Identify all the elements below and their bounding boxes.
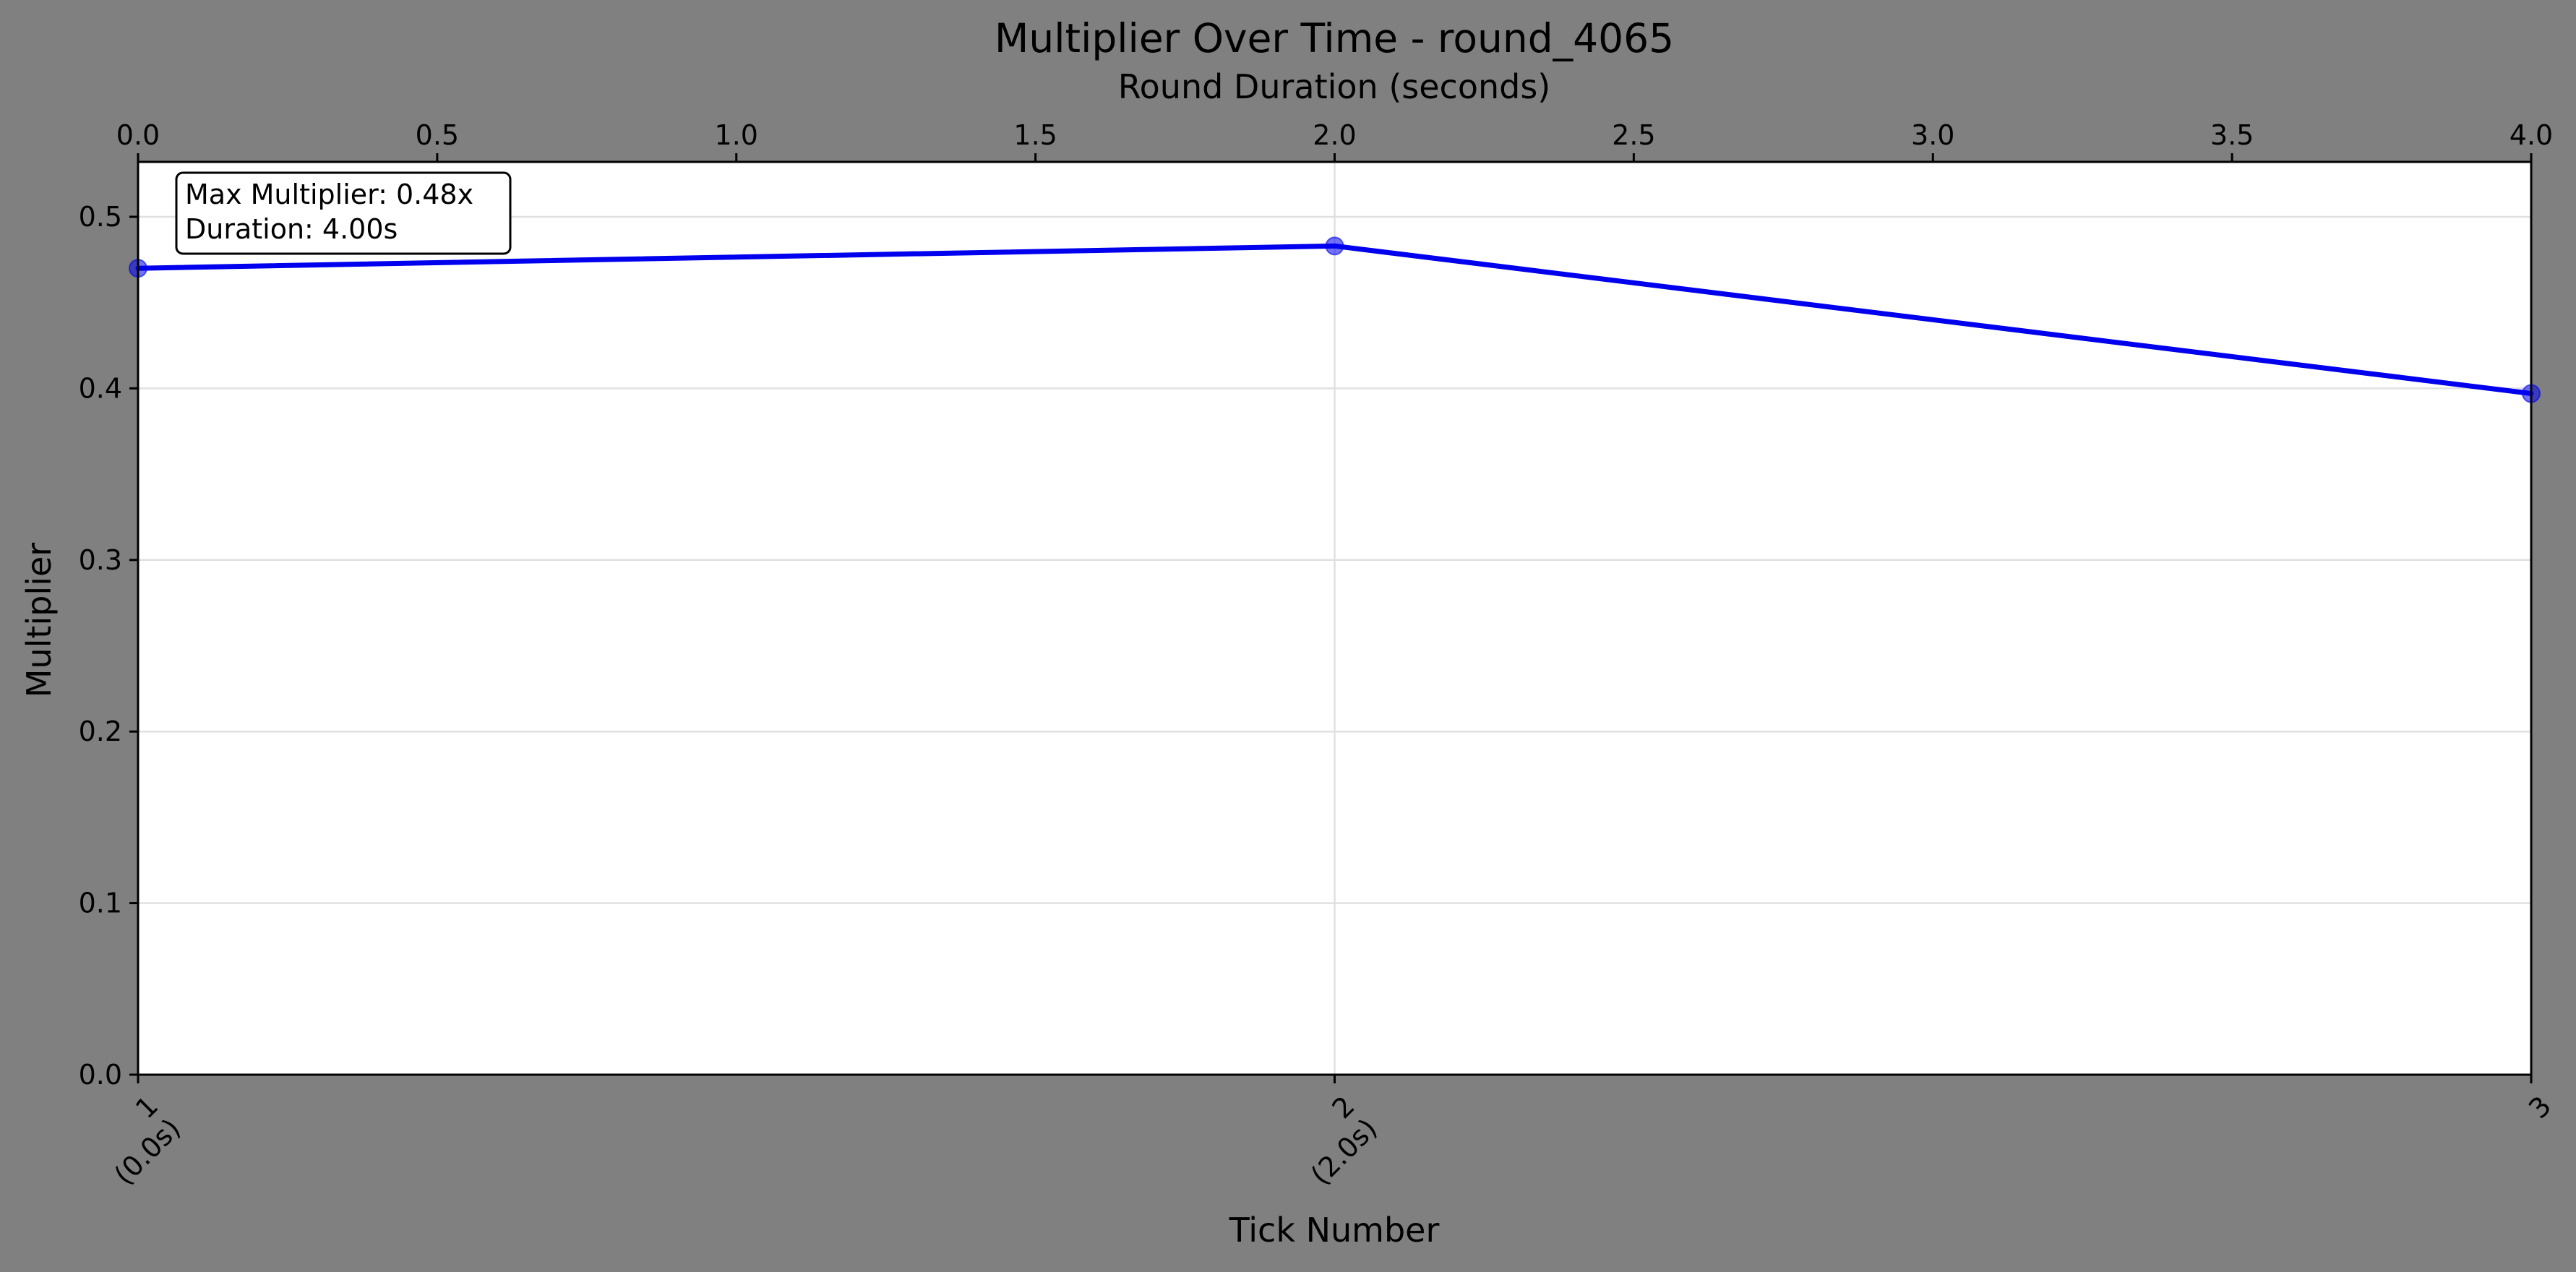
annotation-frame bbox=[175, 171, 512, 255]
y-tick-label: 0.2 bbox=[79, 716, 122, 747]
x-axis-label: Tick Number bbox=[1229, 1211, 1440, 1250]
annotation-box: Max Multiplier: 0.48x Duration: 4.00s bbox=[175, 171, 512, 255]
annotation-max-multiplier: Max Multiplier: 0.48x bbox=[185, 179, 473, 210]
top-tick-label: 4.0 bbox=[2510, 119, 2553, 151]
top-tick-label: 0.5 bbox=[416, 119, 459, 151]
chart-title: Multiplier Over Time - round_4065 bbox=[995, 15, 1674, 61]
top-tick-label: 2.5 bbox=[1612, 119, 1655, 151]
top-tick-label: 3.5 bbox=[2210, 119, 2254, 151]
data-point bbox=[1325, 236, 1344, 256]
top-tick-label: 2.0 bbox=[1313, 119, 1356, 151]
top-tick-label: 0.0 bbox=[116, 119, 160, 151]
top-tick-label: 3.0 bbox=[1911, 119, 1954, 151]
y-tick-label: 0.0 bbox=[79, 1059, 122, 1091]
annotation-duration: Duration: 4.00s bbox=[185, 213, 398, 245]
y-tick-label: 0.5 bbox=[79, 201, 122, 233]
y-axis-label: Multiplier bbox=[20, 543, 59, 698]
y-tick-label: 0.1 bbox=[79, 888, 122, 919]
grid bbox=[138, 162, 2531, 1075]
y-tick-label: 0.3 bbox=[79, 544, 122, 576]
top-tick-label: 1.0 bbox=[715, 119, 758, 151]
y-tick-label: 0.4 bbox=[79, 372, 122, 404]
top-tick-label: 1.5 bbox=[1013, 119, 1057, 151]
top-axis-label: Round Duration (seconds) bbox=[1118, 67, 1551, 106]
